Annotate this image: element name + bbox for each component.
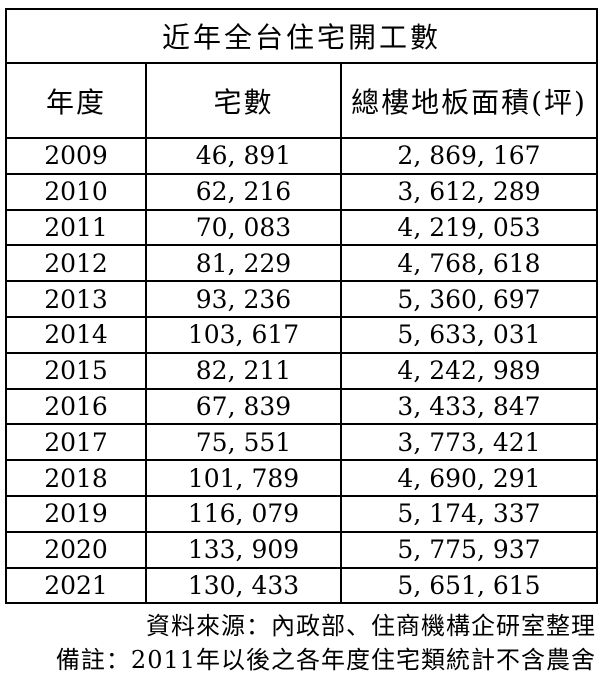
- table-header-row: 年度 宅數 總樓地板面積(坪): [5, 62, 598, 139]
- table-row: 2016 67, 839 3, 433, 847: [5, 387, 598, 426]
- units-cell: 133, 909: [145, 530, 342, 569]
- floor-area-cell: 5, 775, 937: [340, 530, 598, 569]
- year-cell: 2019: [5, 494, 147, 533]
- units-cell: 81, 229: [145, 244, 342, 283]
- table-row: 2010 62, 216 3, 612, 289: [5, 172, 598, 211]
- units-cell: 46, 891: [145, 137, 342, 175]
- remark-note: 備註：2011年以後之各年度住宅類統計不含農舍: [55, 646, 596, 674]
- table-row: 2015 82, 211 4, 242, 989: [5, 351, 598, 390]
- source-note: 資料來源：內政部、住商機構企研室整理: [146, 612, 596, 640]
- floor-area-cell: 3, 773, 421: [340, 423, 598, 462]
- units-cell: 82, 211: [145, 351, 342, 390]
- units-cell: 93, 236: [145, 280, 342, 318]
- floor-area-cell: 5, 360, 697: [340, 280, 598, 318]
- units-cell: 116, 079: [145, 494, 342, 533]
- units-cell: 103, 617: [145, 315, 342, 354]
- year-cell: 2013: [5, 280, 147, 318]
- units-cell: 101, 789: [145, 459, 342, 497]
- table-row: 2009 46, 891 2, 869, 167: [5, 137, 598, 175]
- year-cell: 2009: [5, 137, 147, 175]
- units-cell: 130, 433: [145, 566, 342, 605]
- table-row: 2011 70, 083 4, 219, 053: [5, 208, 598, 247]
- units-cell: 70, 083: [145, 208, 342, 247]
- table-row: 2020 133, 909 5, 775, 937: [5, 530, 598, 569]
- housing-starts-table: 近年全台住宅開工數 年度 宅數 總樓地板面積(坪) 2009 46, 891 2…: [5, 8, 598, 605]
- floor-area-cell: 5, 174, 337: [340, 494, 598, 533]
- table-row: 2021 130, 433 5, 651, 615: [5, 566, 598, 605]
- units-cell: 75, 551: [145, 423, 342, 462]
- year-cell: 2010: [5, 172, 147, 211]
- floor-area-cell: 4, 219, 053: [340, 208, 598, 247]
- table-row: 2018 101, 789 4, 690, 291: [5, 459, 598, 497]
- units-cell: 62, 216: [145, 172, 342, 211]
- header-year: 年度: [5, 62, 147, 139]
- header-units: 宅數: [145, 62, 342, 139]
- table-row: 2014 103, 617 5, 633, 031: [5, 315, 598, 354]
- year-cell: 2016: [5, 387, 147, 426]
- header-floor-area: 總樓地板面積(坪): [340, 62, 598, 139]
- table-title: 近年全台住宅開工數: [5, 8, 598, 64]
- year-cell: 2021: [5, 566, 147, 605]
- year-cell: 2017: [5, 423, 147, 462]
- year-cell: 2012: [5, 244, 147, 283]
- floor-area-cell: 4, 768, 618: [340, 244, 598, 283]
- units-cell: 67, 839: [145, 387, 342, 426]
- floor-area-cell: 3, 433, 847: [340, 387, 598, 426]
- floor-area-cell: 5, 633, 031: [340, 315, 598, 354]
- year-cell: 2011: [5, 208, 147, 247]
- footnotes: 資料來源：內政部、住商機構企研室整理 備註：2011年以後之各年度住宅類統計不含…: [0, 609, 596, 677]
- floor-area-cell: 4, 242, 989: [340, 351, 598, 390]
- table-row: 2017 75, 551 3, 773, 421: [5, 423, 598, 462]
- table-row: 2012 81, 229 4, 768, 618: [5, 244, 598, 283]
- floor-area-cell: 4, 690, 291: [340, 459, 598, 497]
- year-cell: 2018: [5, 459, 147, 497]
- year-cell: 2020: [5, 530, 147, 569]
- table-title-row: 近年全台住宅開工數: [5, 8, 598, 64]
- table-row: 2013 93, 236 5, 360, 697: [5, 280, 598, 318]
- year-cell: 2014: [5, 315, 147, 354]
- floor-area-cell: 3, 612, 289: [340, 172, 598, 211]
- floor-area-cell: 5, 651, 615: [340, 566, 598, 605]
- table-row: 2019 116, 079 5, 174, 337: [5, 494, 598, 533]
- year-cell: 2015: [5, 351, 147, 390]
- floor-area-cell: 2, 869, 167: [340, 137, 598, 175]
